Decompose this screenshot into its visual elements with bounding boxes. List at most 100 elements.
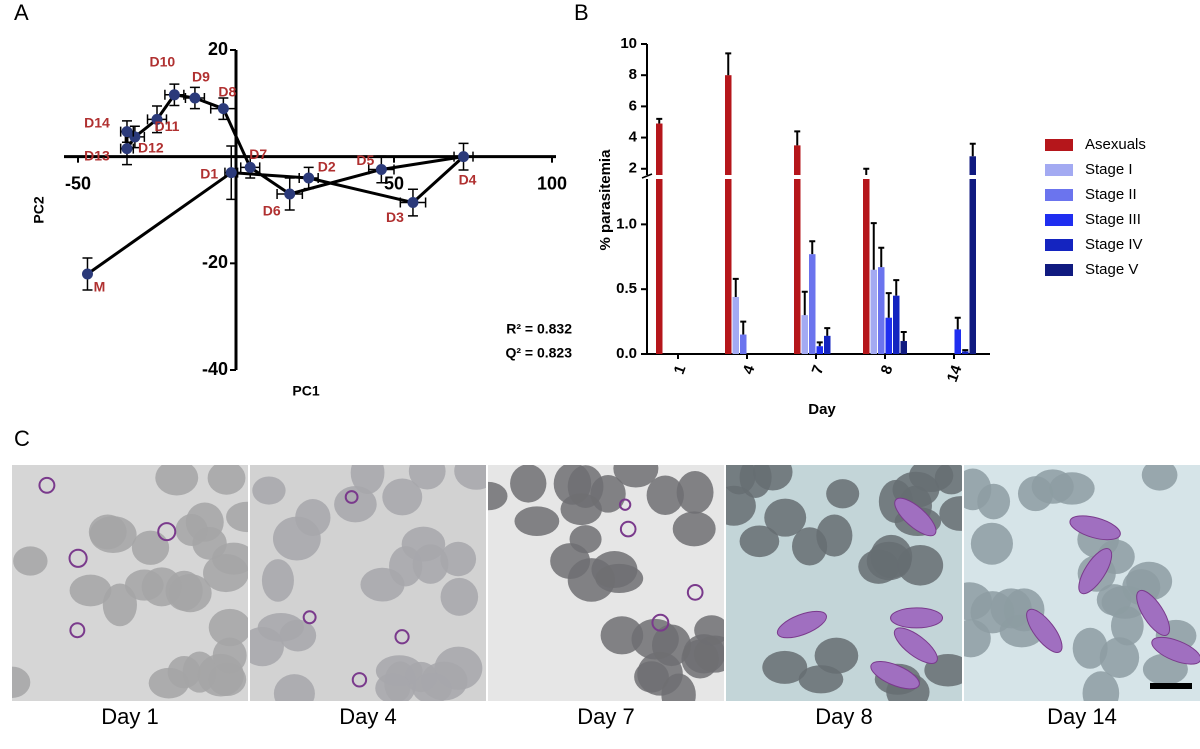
y-axis-label: % parasitemia — [597, 149, 614, 251]
cell — [514, 506, 560, 537]
x-tick-label: 100 — [537, 173, 567, 193]
parasite — [394, 629, 410, 645]
cell — [404, 661, 438, 693]
micrograph — [488, 465, 724, 701]
error-bar — [870, 222, 877, 270]
x-tick-label: 4 — [740, 362, 759, 376]
point-label: D11 — [155, 118, 180, 134]
cell — [1049, 472, 1095, 505]
scale-bar — [1150, 683, 1192, 689]
cell — [273, 674, 315, 701]
cell — [762, 650, 808, 684]
micrograph — [12, 465, 248, 701]
bar — [801, 315, 808, 354]
cell — [208, 608, 248, 647]
cell — [681, 639, 719, 679]
cell — [858, 549, 899, 584]
parasite — [619, 520, 637, 538]
cell — [1072, 627, 1108, 669]
bar — [962, 351, 969, 354]
x-tick-label: 50 — [384, 173, 404, 193]
point — [81, 268, 93, 280]
legend-swatch — [1045, 239, 1073, 251]
y-tick-label: 20 — [208, 39, 228, 59]
bar — [900, 341, 907, 354]
cell — [408, 465, 446, 490]
cell — [739, 465, 772, 498]
cell — [13, 546, 48, 576]
parasite — [38, 476, 56, 494]
bar — [740, 334, 747, 354]
cell — [389, 546, 423, 587]
legend-label: Stage I — [1085, 161, 1133, 178]
cell — [1141, 465, 1178, 491]
parasite — [351, 672, 368, 688]
parasite — [686, 584, 704, 601]
cell — [440, 577, 479, 616]
cell — [155, 465, 199, 496]
error-bar — [809, 240, 816, 255]
bar — [732, 296, 739, 354]
caption: Day 4 — [339, 704, 396, 729]
point — [129, 131, 141, 143]
cell — [672, 511, 716, 547]
x-tick-label: 8 — [878, 363, 897, 377]
bar — [725, 75, 732, 175]
error-bar — [801, 290, 808, 316]
legend-label: Stage II — [1085, 186, 1137, 203]
gametocyte — [1026, 608, 1063, 653]
error-bar — [893, 279, 900, 296]
y-tick-label: 6 — [629, 97, 637, 114]
cell — [814, 637, 859, 674]
point — [217, 103, 229, 115]
x-tick-label: 1 — [671, 363, 690, 377]
error-bar — [794, 130, 801, 146]
legend-label: Stage IV — [1085, 236, 1143, 253]
point — [407, 197, 419, 209]
panel-label: B — [574, 0, 589, 25]
cell — [375, 673, 411, 701]
point-label: D1 — [200, 165, 218, 181]
cell — [1099, 637, 1140, 678]
bar — [725, 179, 732, 354]
gametocyte — [870, 660, 920, 690]
annotation: R² = 0.832 — [506, 321, 572, 337]
legend-label: Stage III — [1085, 211, 1141, 228]
cell — [634, 661, 669, 693]
caption: Day 7 — [577, 704, 634, 729]
bar — [969, 179, 976, 354]
gametocyte — [893, 627, 938, 664]
cell — [1017, 476, 1054, 512]
cell — [964, 468, 992, 511]
cell — [252, 476, 286, 505]
point — [458, 151, 470, 163]
cell — [798, 665, 844, 694]
cell — [939, 496, 962, 531]
bar — [656, 123, 663, 175]
error-bar — [725, 52, 732, 76]
cell — [334, 486, 377, 523]
cell — [226, 501, 248, 533]
point — [225, 167, 237, 179]
cell — [970, 522, 1013, 565]
point-label: D13 — [84, 147, 110, 163]
bar — [809, 254, 816, 354]
cell — [631, 618, 679, 660]
cell — [175, 514, 208, 546]
y-tick-label: 4 — [629, 129, 638, 146]
cell — [131, 530, 170, 565]
cell — [272, 516, 321, 561]
cell — [102, 583, 137, 627]
cell — [207, 465, 246, 495]
cell — [148, 667, 189, 699]
cell — [764, 498, 807, 537]
point-label: D2 — [318, 159, 336, 175]
cell — [613, 465, 659, 488]
cell — [591, 551, 638, 589]
parasite — [69, 622, 86, 639]
error-bar — [969, 142, 976, 157]
cell — [510, 465, 547, 503]
point-label: D5 — [356, 152, 374, 168]
point-label: D7 — [249, 146, 267, 162]
